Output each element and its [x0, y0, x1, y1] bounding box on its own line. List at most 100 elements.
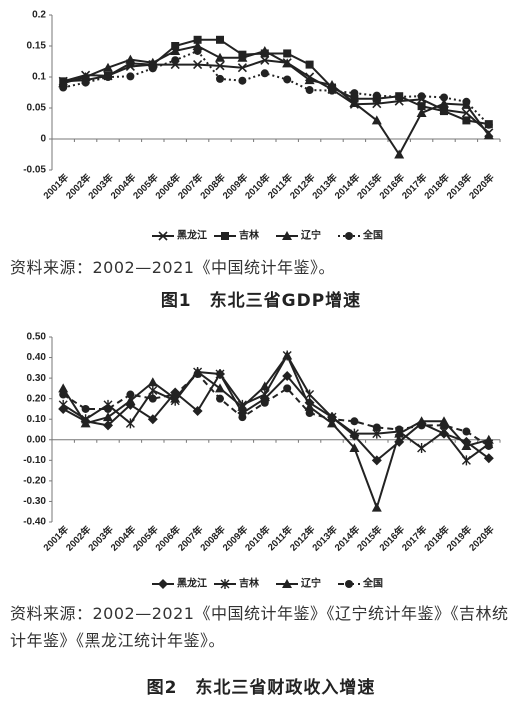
series-line [62, 373, 490, 462]
marker [147, 414, 158, 425]
marker [483, 453, 494, 464]
marker [81, 404, 90, 413]
marker [282, 579, 292, 588]
marker [193, 60, 203, 70]
marker [349, 443, 360, 452]
marker [216, 394, 224, 403]
marker [305, 60, 314, 69]
marker [215, 369, 225, 379]
marker [216, 74, 224, 83]
marker [193, 370, 202, 378]
marker [417, 421, 426, 430]
y-tick-label: -0.30 [23, 496, 46, 507]
marker [148, 64, 157, 73]
marker [215, 383, 225, 393]
marker [260, 55, 270, 65]
y-tick-label: 0.15 [27, 41, 47, 52]
y-tick-label: -0.20 [23, 476, 46, 487]
legend-label: 辽宁 [301, 577, 321, 590]
marker [104, 73, 112, 81]
marker [216, 35, 224, 44]
legend-label: 黑龙江 [177, 229, 207, 242]
marker [259, 45, 270, 55]
marker [147, 57, 158, 67]
marker [126, 390, 135, 399]
marker [126, 72, 135, 81]
y-tick-label: -0.40 [23, 517, 46, 528]
source-note: 资料来源：2002—2021《中国统计年鉴》。 [10, 258, 335, 277]
marker [59, 390, 68, 399]
y-tick-label: 0.05 [27, 103, 47, 114]
series-line [62, 45, 490, 156]
marker [81, 78, 90, 87]
legend-label: 吉林 [239, 577, 260, 590]
x-tick-label: 2020年 [467, 523, 498, 554]
marker [192, 406, 203, 416]
marker [238, 76, 247, 85]
marker [484, 441, 493, 450]
figure-caption: 图2 东北三省财政收入增速 [146, 678, 376, 698]
marker [417, 102, 426, 111]
marker [193, 46, 202, 55]
marker [259, 381, 270, 391]
marker [148, 394, 157, 403]
marker [371, 502, 382, 512]
marker [350, 417, 359, 426]
marker [345, 232, 353, 240]
marker [394, 149, 405, 159]
marker [462, 116, 471, 125]
legend-label: 全国 [362, 229, 383, 242]
marker [461, 440, 472, 450]
marker [58, 383, 69, 393]
y-tick-label: -0.10 [23, 455, 46, 466]
marker [158, 579, 168, 589]
marker [170, 45, 181, 55]
marker [345, 580, 353, 588]
marker [371, 455, 382, 466]
marker [483, 434, 494, 444]
x-tick-label: 2020年 [467, 171, 498, 202]
marker [220, 579, 230, 589]
legend-label: 全国 [362, 577, 383, 590]
marker [238, 413, 247, 422]
legend-label: 黑龙江 [177, 577, 207, 590]
marker [283, 49, 292, 58]
marker [395, 92, 404, 101]
legend-label: 吉林 [239, 229, 260, 242]
y-tick-label: 0.40 [27, 352, 47, 363]
marker [462, 427, 471, 436]
marker [416, 107, 427, 117]
marker [350, 89, 359, 98]
marker [305, 86, 314, 95]
y-tick-label: 0.1 [32, 72, 46, 83]
marker [349, 428, 359, 439]
marker [125, 54, 136, 64]
chart: -0.40 -0.30 -0.20 -0.10 0.00 0.10 0.20 0.30 0.40… [23, 332, 501, 590]
marker [372, 423, 381, 432]
series-line [62, 373, 490, 447]
marker [417, 443, 427, 453]
marker [462, 97, 471, 106]
legend-label: 辽宁 [301, 229, 321, 242]
marker [283, 384, 292, 393]
series-line [62, 354, 490, 462]
marker [171, 390, 180, 399]
marker [282, 350, 293, 360]
marker [305, 389, 315, 400]
chart: -0.0500.050.10.150.22001年2002年2003年2004年… [23, 10, 501, 242]
marker [158, 231, 168, 241]
marker [283, 75, 292, 84]
marker [282, 58, 293, 68]
marker [125, 418, 135, 429]
series-line [62, 354, 490, 509]
y-tick-label: -0.05 [23, 165, 46, 176]
marker [260, 398, 269, 407]
marker [59, 83, 68, 92]
marker [282, 371, 293, 382]
marker [80, 72, 91, 81]
marker [193, 35, 202, 44]
marker [237, 63, 247, 73]
marker [395, 425, 404, 434]
marker [125, 395, 136, 405]
marker [417, 92, 426, 101]
